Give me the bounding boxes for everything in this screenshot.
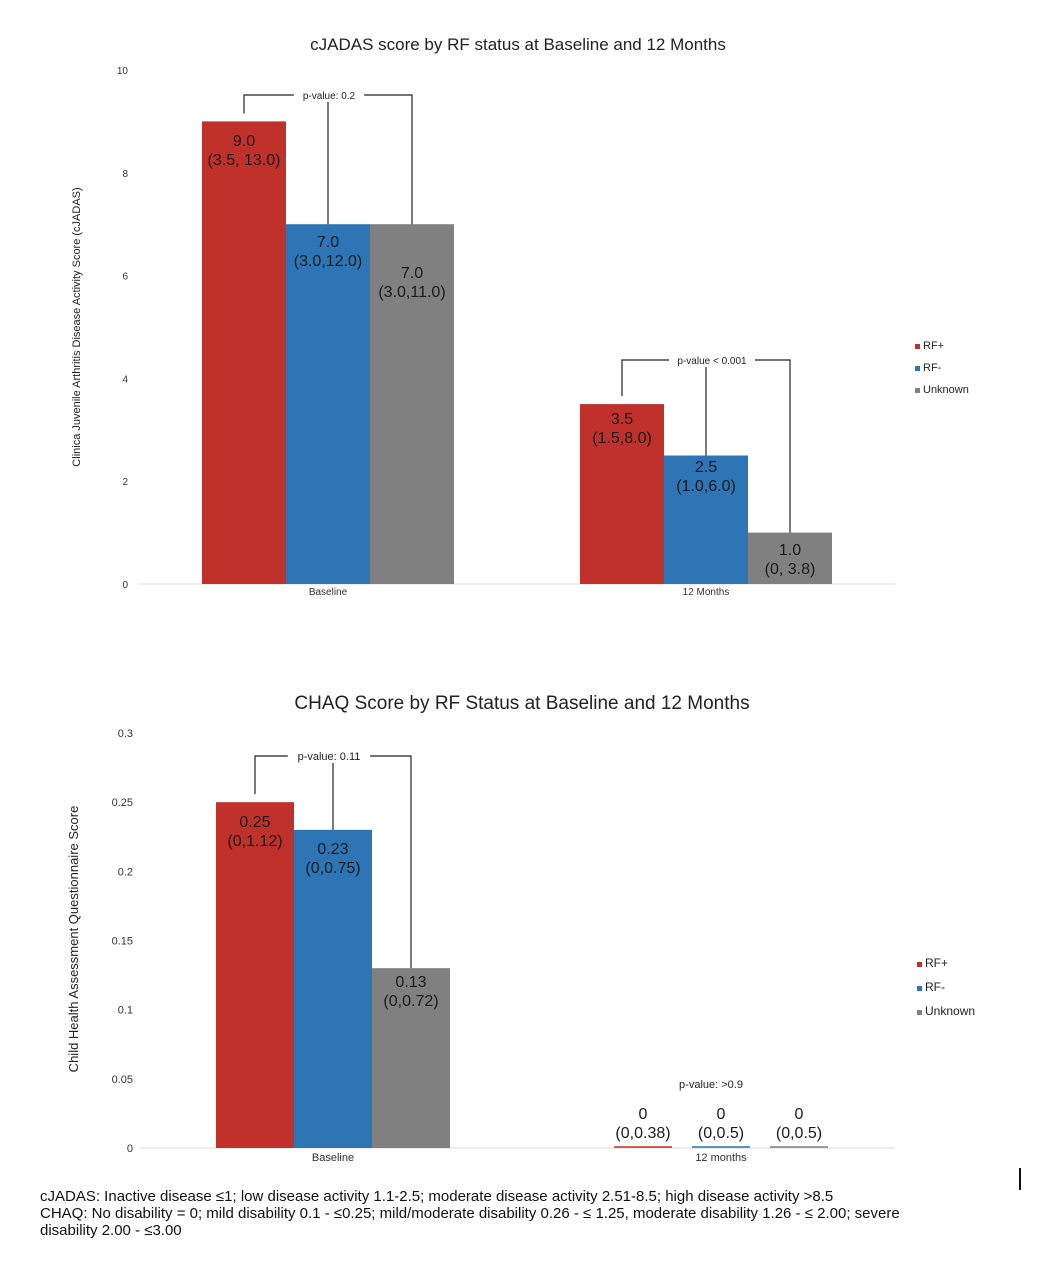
charts-canvas: cJADAS score by RF status at Baseline an…: [66, 35, 975, 1164]
data-label: 2.5: [695, 459, 717, 476]
y-tick-label: 0.25: [112, 797, 133, 809]
p-value-annotation: p-value: 0.11: [298, 751, 361, 763]
data-label-ci: (3.0,12.0): [294, 253, 362, 270]
data-label-ci: (3.0,11.0): [378, 284, 445, 301]
data-label-ci: (0,0.38): [615, 1125, 670, 1142]
data-label-ci: (0,1.12): [227, 833, 282, 850]
y-tick-label: 0.15: [112, 936, 133, 948]
bar-rf-0: [286, 224, 370, 584]
chart-title: cJADAS score by RF status at Baseline an…: [310, 35, 726, 54]
p-value-annotation: p-value < 0.001: [677, 356, 747, 367]
footnote-chaq-continued: disability 2.00 - ≤3.00: [40, 1222, 182, 1239]
bar-rf-0: [216, 802, 294, 1148]
data-label-ci: (0,0.75): [305, 860, 360, 877]
data-label: 0: [717, 1106, 726, 1123]
y-tick-label: 10: [117, 66, 129, 77]
y-tick-label: 2: [122, 477, 128, 488]
data-label-ci: (3.5, 13.0): [208, 152, 281, 169]
data-label: 0.13: [395, 974, 426, 991]
data-label-ci: (0, 3.8): [765, 561, 816, 578]
y-axis-label: Clinica Juvenile Arthritis Disease Activ…: [71, 187, 83, 466]
bar-unknown-0: [372, 968, 450, 1148]
footnotes: cJADAS: Inactive disease ≤1; low disease…: [40, 1188, 1060, 1239]
bar-rf-0: [202, 121, 286, 585]
legend-entry: RF-: [925, 980, 945, 994]
data-label: 9.0: [233, 133, 255, 150]
y-tick-label: 8: [122, 169, 128, 180]
data-label-ci: (1.5,8.0): [592, 430, 652, 447]
data-label: 0.23: [317, 841, 348, 858]
legend-swatch: [915, 388, 920, 393]
data-label-ci: (0,0.5): [698, 1125, 744, 1142]
x-category-label: 12 Months: [683, 587, 730, 598]
legend-swatch: [915, 344, 920, 349]
data-label: 0: [795, 1106, 804, 1123]
bar-rf-1: [580, 404, 664, 584]
legend-entry: RF-: [923, 362, 942, 374]
y-tick-label: 0: [122, 580, 128, 591]
data-label: 1.0: [779, 542, 801, 559]
p-value-annotation: p-value: 0.2: [303, 91, 356, 102]
bar-unknown-1: [748, 532, 832, 584]
significance-bracket: [254, 755, 412, 969]
significance-bracket: [243, 94, 413, 225]
text-cursor: [1019, 1168, 1021, 1190]
bar-rf-1: [664, 455, 748, 584]
bar-unknown-0: [370, 224, 454, 584]
data-label: 7.0: [317, 234, 339, 251]
legend-swatch: [917, 986, 922, 991]
bar-rf-0: [294, 829, 372, 1148]
x-category-label: Baseline: [312, 1152, 354, 1164]
y-tick-label: 4: [122, 374, 128, 385]
footnote-chaq: CHAQ: No disability = 0; mild disability…: [40, 1205, 900, 1222]
legend-entry: Unknown: [925, 1004, 975, 1018]
data-label: 7.0: [401, 265, 423, 282]
y-tick-label: 0: [127, 1143, 133, 1155]
data-label: 3.5: [611, 411, 633, 428]
significance-bracket: [621, 359, 791, 533]
y-axis-label: Child Health Assessment Questionnaire Sc…: [66, 806, 81, 1073]
legend-entry: RF+: [923, 340, 944, 352]
y-tick-label: 0.3: [118, 728, 133, 740]
y-tick-label: 0.2: [118, 866, 133, 878]
y-tick-label: 6: [122, 272, 128, 283]
chart-title: CHAQ Score by RF Status at Baseline and …: [294, 693, 749, 714]
legend-swatch: [917, 962, 922, 967]
data-label: 0.25: [239, 814, 270, 831]
y-tick-label: 0.05: [112, 1074, 133, 1086]
footnote-cjadas: cJADAS: Inactive disease ≤1; low disease…: [40, 1188, 834, 1205]
x-category-label: 12 months: [695, 1152, 747, 1164]
data-label-ci: (0,0.5): [776, 1125, 822, 1142]
legend-swatch: [917, 1010, 922, 1015]
p-value-annotation: p-value: >0.9: [679, 1079, 743, 1091]
y-tick-label: 0.1: [118, 1005, 133, 1017]
data-label: 0: [639, 1106, 648, 1123]
legend-entry: Unknown: [923, 384, 969, 396]
legend-entry: RF+: [925, 956, 948, 970]
data-label-ci: (0,0.72): [383, 993, 438, 1010]
data-label-ci: (1.0,6.0): [676, 478, 736, 495]
legend-swatch: [915, 366, 920, 371]
x-category-label: Baseline: [309, 587, 348, 598]
